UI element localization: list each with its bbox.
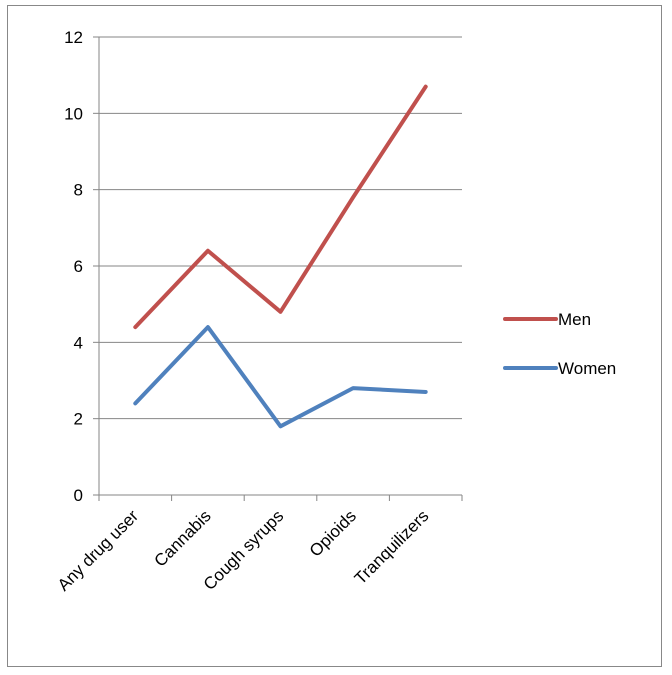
y-tick-label: 4 <box>74 333 83 352</box>
series-line-women <box>133 325 428 429</box>
y-tick-label: 0 <box>74 486 83 505</box>
chart-frame: 0 2 4 6 8 10 12 Any drug user Cannabis Cough syr… <box>7 5 662 667</box>
legend-label-women: Women <box>558 359 616 378</box>
y-tick-label: 10 <box>64 104 83 123</box>
y-tick-label: 8 <box>74 181 83 200</box>
legend: Men Women <box>503 310 616 378</box>
legend-label-men: Men <box>558 310 591 329</box>
y-tick-label: 12 <box>64 28 83 47</box>
y-axis-ticks: 0 2 4 6 8 10 12 <box>64 28 99 505</box>
x-tick-label: Any drug user <box>54 506 143 595</box>
series-lines <box>133 84 428 429</box>
series-line-men <box>133 84 428 330</box>
y-tick-label: 6 <box>74 257 83 276</box>
y-tick-label: 2 <box>74 410 83 429</box>
gridlines <box>99 36 462 420</box>
x-tick-label: Tranquilizers <box>351 506 433 588</box>
x-tick-label: Cannabis <box>151 506 215 570</box>
x-tick-label: Opioids <box>306 506 360 560</box>
